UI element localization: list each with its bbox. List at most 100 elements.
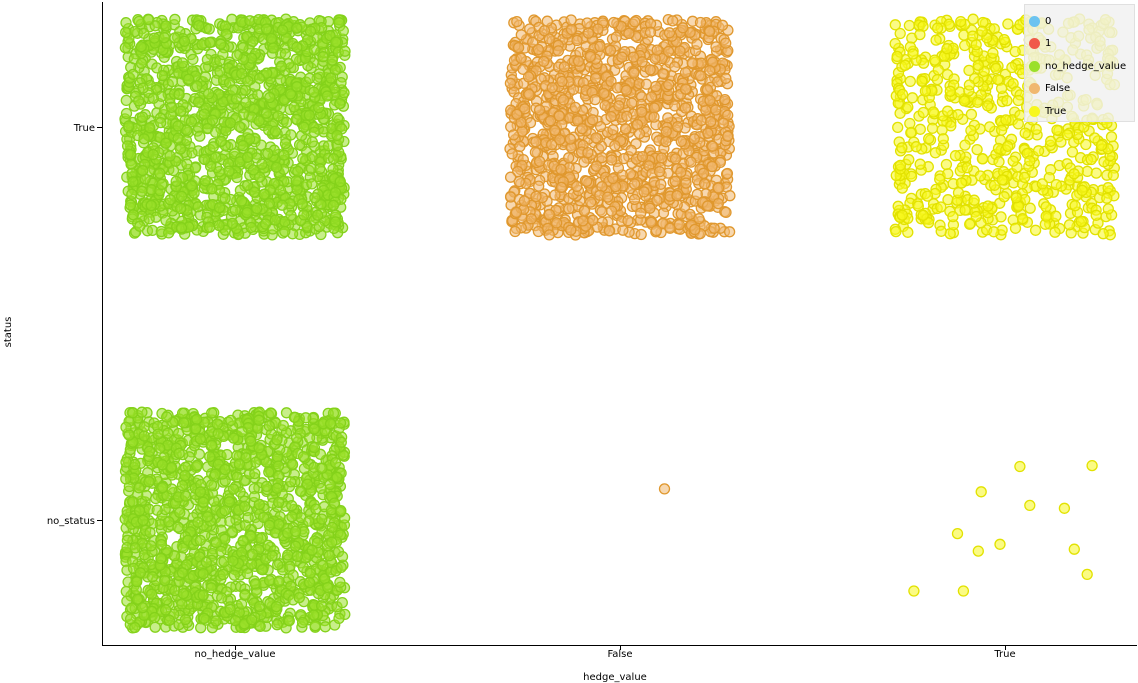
legend-item[interactable]: 1: [1029, 34, 1051, 52]
legend-item[interactable]: True: [1029, 102, 1066, 120]
data-point: [131, 576, 143, 588]
data-point: [1002, 18, 1014, 30]
data-point: [219, 463, 231, 476]
data-point: [679, 102, 692, 114]
data-point: [164, 194, 176, 206]
data-point: [589, 93, 601, 106]
data-point: [708, 222, 720, 234]
data-point: [240, 96, 252, 109]
data-point: [1090, 209, 1102, 221]
data-point: [557, 94, 570, 106]
legend-label: 1: [1045, 37, 1052, 49]
data-point: [927, 106, 940, 118]
data-point: [679, 66, 692, 79]
data-point: [648, 111, 660, 123]
data-point: [937, 133, 949, 145]
data-point: [590, 132, 602, 144]
data-point: [328, 497, 341, 509]
data-point: [919, 85, 932, 97]
data-point: [162, 427, 174, 439]
data-point: [293, 591, 305, 604]
data-point: [996, 174, 1008, 186]
data-point: [511, 108, 523, 120]
data-point: [710, 41, 722, 53]
data-point: [618, 152, 630, 165]
data-point: [260, 480, 273, 493]
data-point: [269, 125, 281, 137]
data-point: [253, 442, 265, 454]
data-point: [172, 132, 184, 144]
data-point: [506, 148, 518, 160]
data-point: [952, 187, 965, 199]
data-point: [225, 414, 237, 427]
data-point: [998, 33, 1010, 46]
data-point: [206, 183, 218, 195]
data-point: [890, 225, 902, 238]
data-point: [940, 158, 953, 171]
data-point: [1009, 45, 1021, 58]
data-point: [209, 468, 221, 480]
legend-item[interactable]: no_hedge_value: [1029, 57, 1126, 75]
data-point: [993, 156, 1005, 168]
legend-label: False: [1045, 82, 1071, 94]
data-point: [509, 225, 521, 238]
data-point: [610, 31, 622, 43]
data-point: [270, 600, 283, 613]
data-point: [655, 152, 668, 164]
legend-item[interactable]: 0: [1029, 12, 1051, 30]
data-point: [152, 428, 164, 440]
data-point: [721, 167, 734, 180]
data-point: [272, 110, 284, 122]
data-point: [187, 53, 199, 66]
data-point: [512, 41, 525, 54]
data-point: [625, 144, 637, 156]
data-point: [571, 180, 583, 193]
data-point: [921, 190, 934, 202]
data-point: [533, 180, 545, 192]
data-point: [1095, 139, 1108, 152]
data-point: [172, 521, 184, 533]
data-point: [151, 62, 163, 74]
data-point: [166, 75, 179, 88]
data-point: [317, 559, 329, 572]
data-point: [176, 479, 189, 492]
data-point: [720, 37, 732, 49]
legend-swatch-4: [1029, 105, 1040, 117]
data-point: [896, 182, 908, 194]
data-point: [636, 150, 649, 163]
data-point: [191, 413, 203, 425]
data-point: [284, 88, 297, 100]
data-point: [695, 114, 708, 127]
data-point: [679, 83, 692, 95]
data-point: [629, 16, 641, 28]
data-point: [297, 152, 309, 165]
data-point: [192, 516, 204, 528]
data-point: [533, 104, 546, 116]
data-point: [179, 613, 192, 626]
data-point: [176, 57, 189, 69]
data-point: [577, 215, 589, 227]
data-point: [635, 207, 647, 219]
data-point: [213, 219, 225, 232]
data-point: [219, 192, 231, 205]
data-point: [612, 162, 625, 174]
data-point: [169, 13, 181, 26]
legend-label: True: [1045, 105, 1067, 117]
data-point: [671, 190, 683, 202]
data-point: [706, 140, 719, 152]
data-point: [210, 151, 222, 163]
data-point: [319, 621, 331, 633]
data-point: [245, 435, 257, 447]
data-point: [156, 459, 168, 471]
data-point: [329, 457, 342, 469]
data-point: [123, 429, 135, 441]
data-point: [923, 133, 935, 145]
data-point: [331, 129, 343, 142]
data-point: [138, 430, 150, 442]
legend-item[interactable]: False: [1029, 79, 1070, 97]
data-point: [563, 203, 575, 215]
data-point: [145, 540, 157, 552]
data-point: [926, 122, 939, 134]
data-point: [185, 180, 198, 192]
data-point: [992, 73, 1004, 86]
